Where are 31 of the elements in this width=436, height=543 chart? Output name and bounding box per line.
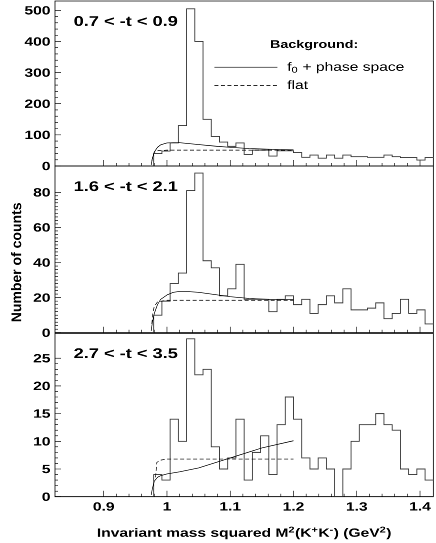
y-tick-label: 80: [34, 188, 50, 197]
y-tick-label: 5: [42, 464, 50, 474]
y-tick-label: 300: [24, 68, 50, 77]
y-tick-label: 20: [34, 382, 50, 390]
text: f$_{0}$ + phase space: [287, 62, 404, 74]
y-tick-label: 60: [34, 223, 50, 232]
y-tick-label: 400: [24, 37, 50, 46]
annotation: 2.7 < -t < 3.5: [74, 348, 178, 358]
y-tick-label: 100: [25, 130, 50, 140]
annotation: 1.6 < -t < 2.1: [74, 181, 178, 192]
annotation: 0.7 < -t < 0.9: [74, 16, 178, 26]
x-tick-label: 0.9: [93, 502, 114, 511]
x-tick-label: 1: [164, 502, 171, 510]
y-tick-label: 0: [42, 328, 50, 337]
legend-title: Background:: [270, 40, 357, 50]
text: Invariant mass squared M$^{2}$(K$^{+}$K$^{-}$) (GeV$^{2}$): [98, 526, 391, 540]
y-tick-label: 0: [42, 162, 50, 170]
y-axis-title: Number of counts: [11, 203, 22, 322]
y-tick-label: 15: [34, 409, 50, 418]
y-tick-label: 40: [33, 258, 50, 267]
x-tick-label: 1.2: [284, 502, 304, 511]
y-tick-label: 10: [34, 437, 50, 446]
y-tick-label: 20: [34, 293, 50, 302]
y-tick-label: 25: [34, 354, 50, 362]
y-tick-label: 0: [42, 492, 50, 501]
x-tick-label: 1.4: [410, 502, 431, 510]
x-tick-label: 1.3: [346, 502, 368, 511]
y-tick-label: 500: [24, 6, 50, 15]
y-tick-label: 200: [25, 99, 50, 108]
x-tick-label: 1.1: [220, 502, 241, 510]
text: flat: [287, 80, 308, 90]
